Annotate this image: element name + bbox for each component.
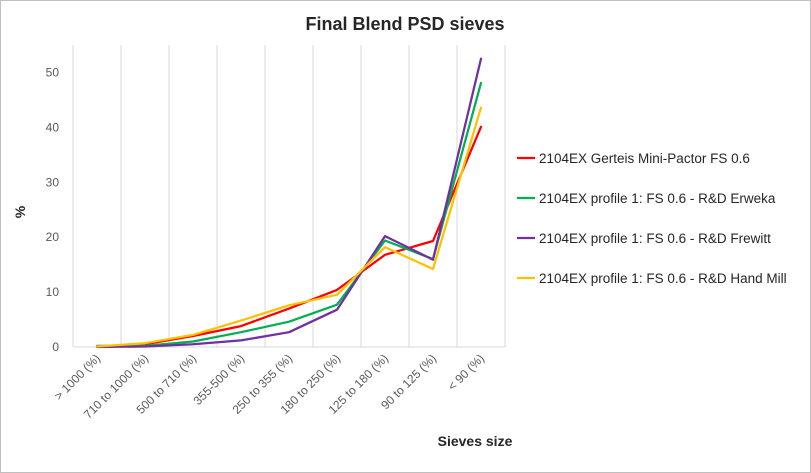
x-tick-label: < 90 (%) [445,351,487,393]
series-line-3 [95,57,483,349]
y-tick-label: 10 [46,285,60,299]
y-tick-label: 50 [46,65,60,79]
x-tick-label: > 1000 (%) [51,351,103,403]
y-axis-title: % [12,205,28,218]
y-axis-ticks: 0 10 20 30 40 50 [46,65,60,354]
vertical-gridlines [72,45,506,347]
y-tick-label: 30 [46,175,60,189]
x-axis-title: Sieves size [438,433,513,449]
legend: 2104EX Gerteis Mini-Pactor FS 0.6 2104EX … [517,151,787,286]
series-lines [95,57,483,349]
series-line-1 [95,125,483,348]
legend-label: 2104EX profile 1: FS 0.6 - R&D Hand Mill [539,271,787,286]
y-tick-label: 0 [52,340,59,354]
y-tick-label: 20 [46,230,60,244]
legend-label: 2104EX profile 1: FS 0.6 - R&D Erweka [539,191,776,206]
x-axis-ticks: > 1000 (%)710 to 1000 (%)500 to 710 (%)3… [51,351,487,421]
series-line-4 [95,106,483,348]
chart-title: Final Blend PSD sieves [305,14,504,34]
legend-label: 2104EX profile 1: FS 0.6 - R&D Frewitt [539,231,771,246]
legend-label: 2104EX Gerteis Mini-Pactor FS 0.6 [539,151,750,166]
y-tick-label: 40 [46,120,60,134]
